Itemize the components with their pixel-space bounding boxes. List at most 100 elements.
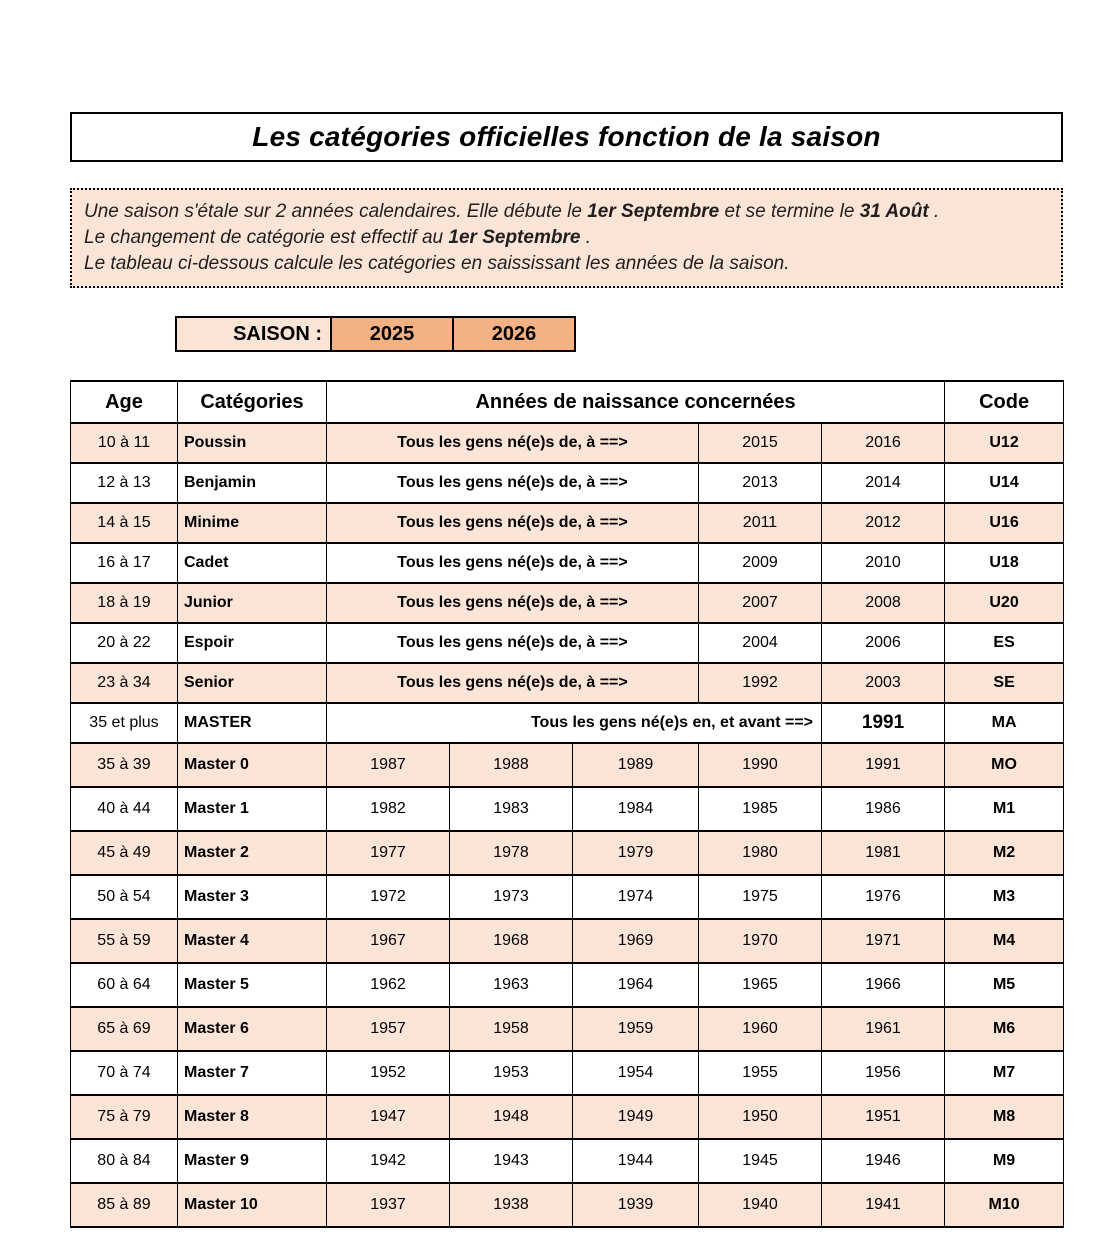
birth-years-caption: Tous les gens né(e)s de, à ==>: [326, 622, 699, 664]
category-cell: Minime: [177, 502, 327, 544]
age-cell: 35 à 39: [70, 742, 178, 788]
season-year-start-cell[interactable]: 2025: [330, 316, 454, 352]
age-cell: 18 à 19: [70, 582, 178, 624]
year-cell: 1985: [698, 786, 822, 832]
info-text: Le changement de catégorie est effectif …: [84, 227, 449, 248]
category-cell: Poussin: [177, 422, 327, 464]
year-cell: 1979: [572, 830, 699, 876]
season-selector: SAISON : 2025 2026: [175, 316, 576, 352]
category-cell: MASTER: [177, 702, 327, 744]
age-cell: 50 à 54: [70, 874, 178, 920]
info-text: et se termine le: [724, 201, 860, 222]
birth-years-caption: Tous les gens né(e)s de, à ==>: [326, 462, 699, 504]
year-cell: 1973: [449, 874, 573, 920]
table-row: 35 à 39 Master 0 1987 1988 1989 1990 1991 MO: [70, 742, 1065, 788]
code-cell: ES: [944, 622, 1065, 664]
year-cell: 1944: [572, 1138, 699, 1184]
info-line: Le changement de catégorie est effectif …: [84, 225, 1049, 251]
info-text: Une saison s'étale sur 2 années calendai…: [84, 201, 588, 222]
table-row: 65 à 69 Master 6 1957 1958 1959 1960 1961 M6: [70, 1006, 1065, 1052]
header-age: Age: [70, 380, 178, 424]
year-cell: 1983: [449, 786, 573, 832]
year-cell: 1989: [572, 742, 699, 788]
category-cell: Junior: [177, 582, 327, 624]
age-cell: 55 à 59: [70, 918, 178, 964]
year-cell: 1948: [449, 1094, 573, 1140]
table-row: 55 à 59 Master 4 1967 1968 1969 1970 1971 M4: [70, 918, 1065, 964]
season-row: SAISON : 2025 2026: [175, 316, 576, 352]
category-cell: Master 9: [177, 1138, 327, 1184]
year-cell: 1971: [820, 918, 946, 964]
category-cell: Benjamin: [177, 462, 327, 504]
header-categories: Catégories: [177, 380, 327, 424]
year-to-cell: 2010: [820, 542, 946, 584]
year-cell: 1941: [820, 1182, 946, 1228]
year-cell: 1964: [572, 962, 699, 1008]
age-cell: 65 à 69: [70, 1006, 178, 1052]
table-row: 23 à 34 Senior Tous les gens né(e)s de, à …: [70, 662, 1065, 704]
year-cell: 1955: [698, 1050, 822, 1096]
year-cell: 1960: [698, 1006, 822, 1052]
year-cell: 1968: [449, 918, 573, 964]
year-cell: 1952: [326, 1050, 450, 1096]
year-cell: 1978: [449, 830, 573, 876]
year-cell: 1946: [820, 1138, 946, 1184]
info-line: Le tableau ci-dessous calcule les catégo…: [84, 251, 1049, 277]
category-cell: Master 8: [177, 1094, 327, 1140]
age-cell: 70 à 74: [70, 1050, 178, 1096]
table-row: 16 à 17 Cadet Tous les gens né(e)s de, à =…: [70, 542, 1065, 584]
table-row: 50 à 54 Master 3 1972 1973 1974 1975 1976 M3: [70, 874, 1065, 920]
year-cell: 1967: [326, 918, 450, 964]
year-cell: 1972: [326, 874, 450, 920]
age-cell: 14 à 15: [70, 502, 178, 544]
code-cell: U20: [944, 582, 1065, 624]
year-cell: 1949: [572, 1094, 699, 1140]
year-cell: 1959: [572, 1006, 699, 1052]
birth-years-caption: Tous les gens né(e)s de, à ==>: [326, 582, 699, 624]
table-row: 14 à 15 Minime Tous les gens né(e)s de, à …: [70, 502, 1065, 544]
category-cell: Cadet: [177, 542, 327, 584]
page-title: Les catégories officielles fonction de l…: [252, 121, 881, 152]
year-from-cell: 2011: [698, 502, 822, 544]
year-from-cell: 2009: [698, 542, 822, 584]
table-row: 18 à 19 Junior Tous les gens né(e)s de, à …: [70, 582, 1065, 624]
year-cell: 1938: [449, 1182, 573, 1228]
code-cell: M1: [944, 786, 1065, 832]
year-to-cell: 2003: [820, 662, 946, 704]
year-cell: 1976: [820, 874, 946, 920]
table-row: 75 à 79 Master 8 1947 1948 1949 1950 1951 M8: [70, 1094, 1065, 1140]
year-cell: 1937: [326, 1182, 450, 1228]
code-cell: U14: [944, 462, 1065, 504]
table-row: 12 à 13 Benjamin Tous les gens né(e)s de, …: [70, 462, 1065, 504]
header-birth-years: Années de naissance concernées: [325, 380, 946, 424]
birth-years-caption: Tous les gens né(e)s en, et avant ==>: [326, 702, 822, 744]
year-cell: 1965: [698, 962, 822, 1008]
table-row: 35 et plus MASTER Tous les gens né(e)s en,…: [70, 702, 1065, 744]
season-label: SAISON :: [175, 316, 332, 352]
year-cell: 1953: [449, 1050, 573, 1096]
categories-table: Age Catégories Années de naissance conce…: [70, 380, 1065, 1228]
year-cell: 1961: [820, 1006, 946, 1052]
category-cell: Master 1: [177, 786, 327, 832]
season-year-end-cell[interactable]: 2026: [452, 316, 576, 352]
code-cell: M4: [944, 918, 1065, 964]
table-row: 80 à 84 Master 9 1942 1943 1944 1945 1946 M9: [70, 1138, 1065, 1184]
year-cell: 1958: [449, 1006, 573, 1052]
age-cell: 20 à 22: [70, 622, 178, 664]
table-row: 85 à 89 Master 10 1937 1938 1939 1940 1941 M10: [70, 1182, 1065, 1228]
info-text: Le tableau ci-dessous calcule les catégo…: [84, 253, 790, 274]
info-line: Une saison s'étale sur 2 années calendai…: [84, 199, 1049, 225]
year-to-cell: 2012: [820, 502, 946, 544]
year-cell: 1951: [820, 1094, 946, 1140]
birth-years-caption: Tous les gens né(e)s de, à ==>: [326, 422, 699, 464]
age-cell: 80 à 84: [70, 1138, 178, 1184]
code-cell: M6: [944, 1006, 1065, 1052]
category-cell: Master 0: [177, 742, 327, 788]
header-code: Code: [944, 380, 1065, 424]
year-cell: 1963: [449, 962, 573, 1008]
year-cell: 1966: [820, 962, 946, 1008]
info-text: .: [585, 227, 591, 248]
birth-years-caption: Tous les gens né(e)s de, à ==>: [326, 502, 699, 544]
age-cell: 85 à 89: [70, 1182, 178, 1228]
